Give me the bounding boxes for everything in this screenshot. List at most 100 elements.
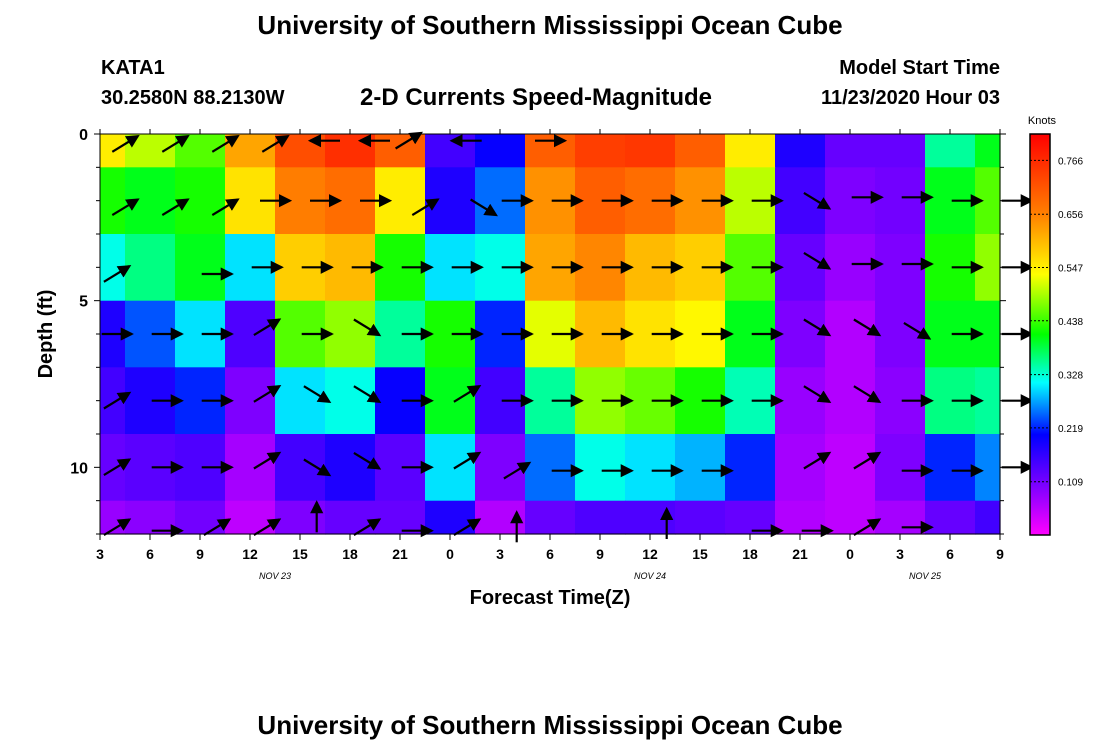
current-arrow	[853, 451, 882, 470]
model-start-label: Model Start Time	[839, 57, 1000, 79]
heatmap-cell	[775, 134, 826, 168]
current-arrow	[353, 385, 382, 403]
heatmap-cell	[575, 134, 626, 168]
colorbar-tick-label: 0.656	[1058, 210, 1083, 221]
current-arrow	[903, 321, 932, 340]
heatmap-cells	[100, 134, 1001, 535]
current-arrow	[803, 318, 832, 337]
heatmap-cell	[925, 434, 976, 502]
heatmap-cell	[825, 367, 876, 435]
x-tick-label: 18	[342, 546, 358, 562]
colorbar-tick-label: 0.328	[1058, 371, 1083, 382]
y-axis-label: Depth (ft)	[35, 290, 57, 379]
heatmap-cell	[425, 434, 476, 502]
current-arrow	[103, 391, 132, 410]
current-arrow	[103, 265, 132, 283]
model-start-time: 11/23/2020 Hour 03	[820, 87, 1000, 109]
date-label: NOV 24	[634, 571, 666, 581]
current-arrow	[803, 251, 832, 270]
heatmap-cell	[775, 367, 826, 435]
heatmap-cell	[775, 500, 826, 535]
x-tick-label: 9	[996, 546, 1004, 562]
x-tick-label: 12	[242, 546, 258, 562]
heatmap-cell	[875, 234, 926, 302]
date-label: NOV 25	[909, 571, 942, 581]
heatmap-cell	[925, 134, 976, 168]
heatmap-cell	[425, 367, 476, 435]
x-tick-label: 21	[792, 546, 808, 562]
heatmap-cell	[525, 434, 576, 502]
current-arrow	[103, 518, 132, 537]
heatmap-cell	[425, 500, 476, 535]
colorbar-tick-label: 0.438	[1058, 317, 1083, 328]
y-tick-label: 10	[70, 460, 88, 477]
heatmap-cell	[225, 367, 276, 435]
current-arrow	[503, 461, 532, 480]
current-arrow	[453, 385, 482, 403]
heatmap-cell	[525, 134, 576, 168]
heatmap-cell	[525, 500, 576, 535]
heatmap-cell	[575, 500, 626, 535]
heatmap-cell	[425, 167, 476, 235]
heatmap-cell	[275, 367, 326, 435]
heatmap-cell	[725, 500, 776, 535]
x-tick-label: 9	[596, 546, 604, 562]
colorbar-gradient	[1029, 133, 1051, 536]
current-arrow	[203, 518, 232, 537]
heatmap-cell	[325, 434, 376, 502]
current-arrow	[453, 518, 482, 537]
x-tick-label: 15	[692, 546, 708, 562]
x-tick-label: 21	[392, 546, 408, 562]
heatmap-cell	[475, 500, 526, 535]
heatmap-cell	[975, 434, 1001, 502]
station-coordinates: 30.2580N 88.2130W	[101, 87, 285, 109]
heatmap-cell	[675, 434, 726, 502]
x-tick-label: 3	[96, 546, 104, 562]
current-arrow	[103, 458, 132, 477]
current-arrow	[853, 518, 882, 537]
x-tick-label: 15	[292, 546, 308, 562]
station-id: KATA1	[101, 57, 165, 79]
heatmap-cell	[825, 500, 876, 535]
heatmap-cell	[925, 500, 976, 535]
heatmap-cell	[675, 500, 726, 535]
heatmap-cell	[100, 367, 126, 435]
x-tick-label: 6	[146, 546, 154, 562]
y-tick-label: 5	[79, 294, 88, 311]
colorbar: Knots 0.766 0.656 0.547 0.438 0.328 0.219 0.10…	[1028, 115, 1083, 536]
current-arrow	[353, 451, 382, 470]
colorbar-tick-label: 0.109	[1058, 478, 1083, 489]
current-arrow	[853, 318, 882, 337]
heatmap-cell	[825, 134, 876, 168]
heatmap-cell	[625, 134, 676, 168]
heatmap-cell	[825, 434, 876, 502]
current-arrow	[803, 191, 832, 210]
current-arrow	[353, 318, 382, 337]
heatmap-cell	[825, 300, 876, 368]
heatmap-cell	[325, 300, 376, 368]
current-arrow	[453, 451, 482, 470]
x-tick-label: 9	[196, 546, 204, 562]
x-tick-label: 3	[896, 546, 904, 562]
heatmap-cell	[875, 134, 926, 168]
heatmap-cell	[275, 500, 326, 535]
heatmap-cell	[375, 134, 426, 168]
heatmap-cell	[775, 300, 826, 368]
page-title: University of Southern Mississippi Ocean…	[257, 10, 843, 40]
heatmap-cell	[125, 234, 176, 302]
current-arrow	[353, 518, 382, 537]
x-tick-label: 12	[642, 546, 658, 562]
x-tick-label: 18	[742, 546, 758, 562]
heatmap-cell	[325, 134, 376, 168]
heatmap-cell	[100, 234, 126, 302]
heatmap-cell	[325, 500, 376, 535]
current-arrow	[803, 451, 832, 470]
heatmap-cell	[475, 434, 526, 502]
current-arrow	[803, 385, 832, 403]
colorbar-tick-label: 0.219	[1058, 424, 1083, 435]
current-arrow	[853, 385, 882, 403]
heatmap-cell	[625, 434, 676, 502]
heatmap-cell	[875, 434, 926, 502]
heatmap-cell	[100, 167, 126, 235]
colorbar-label: Knots	[1028, 115, 1057, 127]
